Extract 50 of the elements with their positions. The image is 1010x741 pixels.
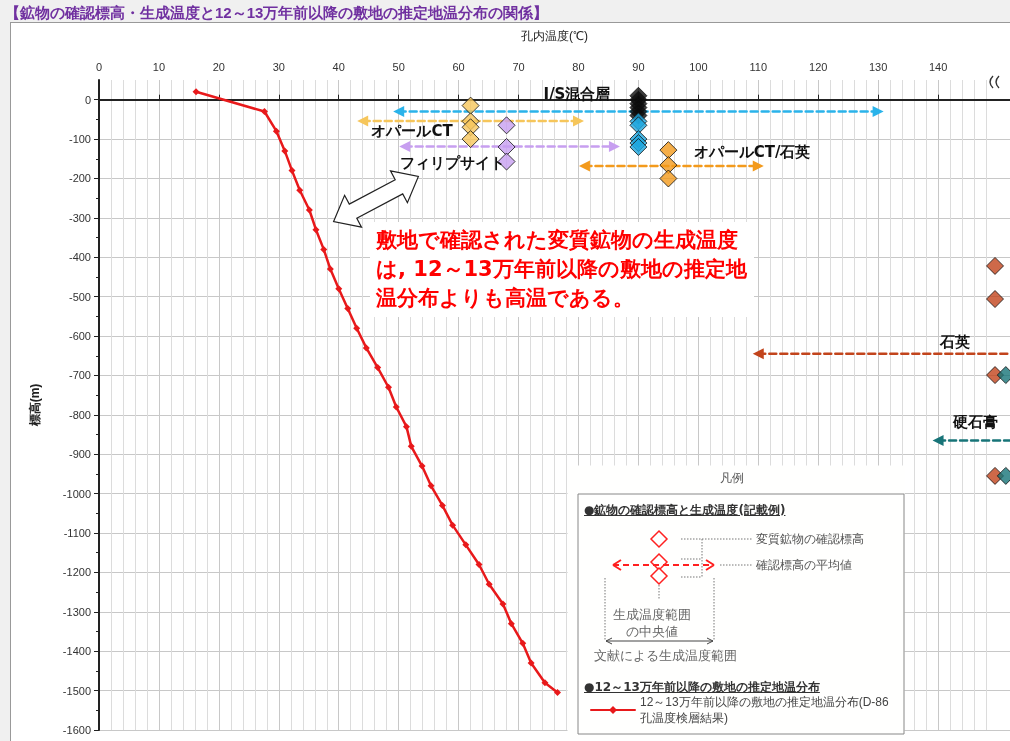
annotation: ●12～13万年前以降の敷地の推定地温分布 bbox=[584, 679, 820, 696]
x-tick-label: 10 bbox=[152, 60, 166, 73]
annotation: 敷地で確認された変質鉱物の生成温度は, 12～13万年前以降の敷地の推定地温分布よりも高温である。 bbox=[370, 222, 754, 317]
annotation: 文献による生成温度範囲 bbox=[594, 648, 737, 665]
y-tick-label: -300 bbox=[68, 211, 91, 224]
y-tick-label: -500 bbox=[68, 290, 91, 303]
annotation: 生成温度範囲の中央値 bbox=[612, 606, 692, 640]
x-tick-label: 0 bbox=[95, 60, 103, 73]
y-tick-label: -1100 bbox=[63, 527, 91, 540]
annotation: オパールCT/石英 bbox=[693, 142, 811, 162]
x-tick-label: 110 bbox=[749, 60, 768, 73]
y-tick-label: -1200 bbox=[62, 566, 91, 579]
y-tick-label: -1500 bbox=[62, 684, 91, 697]
y-tick-label: -1300 bbox=[62, 605, 91, 618]
y-tick-label: 0 bbox=[84, 93, 91, 106]
annotation: I/S混合層 bbox=[543, 84, 611, 104]
annotation: オパールCT bbox=[371, 121, 453, 141]
annotation: フィリプサイト bbox=[399, 153, 505, 173]
x-tick-label: 90 bbox=[632, 60, 645, 73]
x-tick-label: 70 bbox=[512, 60, 525, 73]
annotation: 石英 bbox=[940, 332, 970, 352]
chart-title: 【鉱物の確認標高・生成温度と12～13万年前以降の敷地の推定地温分布の関係】 bbox=[5, 4, 549, 21]
x-tick-label: 140 bbox=[928, 60, 948, 73]
y-axis-title: 標高(m) bbox=[28, 383, 42, 428]
y-tick-label: -600 bbox=[68, 330, 91, 343]
y-tick-label: -700 bbox=[68, 369, 91, 382]
annotation: 変質鉱物の確認標高 bbox=[756, 531, 864, 548]
y-tick-label: -800 bbox=[68, 408, 91, 421]
legend-title: 凡例 bbox=[720, 470, 744, 487]
y-tick-label: -1400 bbox=[62, 645, 91, 658]
x-tick-label: 20 bbox=[212, 60, 225, 73]
y-tick-label: -1000 bbox=[62, 487, 91, 500]
x-tick-label: 30 bbox=[272, 60, 285, 73]
y-tick-label: -200 bbox=[68, 172, 91, 185]
x-tick-label: 130 bbox=[868, 60, 888, 73]
x-tick-label: 50 bbox=[392, 60, 405, 73]
y-tick-label: -900 bbox=[68, 448, 91, 461]
x-tick-label: 120 bbox=[809, 60, 828, 73]
x-tick-label: 100 bbox=[689, 60, 708, 73]
annotation: 確認標高の平均値 bbox=[756, 557, 852, 574]
annotation: 硬石膏 bbox=[952, 412, 998, 432]
y-tick-label: -1600 bbox=[62, 724, 91, 736]
annotation: ●鉱物の確認標高と生成温度(記載例) bbox=[584, 502, 786, 519]
x-tick-label: 80 bbox=[572, 60, 585, 73]
x-axis-title: 孔内温度(℃) bbox=[521, 29, 588, 43]
x-tick-label: 40 bbox=[332, 60, 345, 73]
x-tick-label: 60 bbox=[452, 60, 465, 73]
y-tick-label: -100 bbox=[68, 133, 91, 146]
legend-label: 12～13万年前以降の敷地の推定地温分布(D-86孔温度検層結果) bbox=[640, 695, 890, 725]
y-tick-label: -400 bbox=[68, 251, 91, 264]
